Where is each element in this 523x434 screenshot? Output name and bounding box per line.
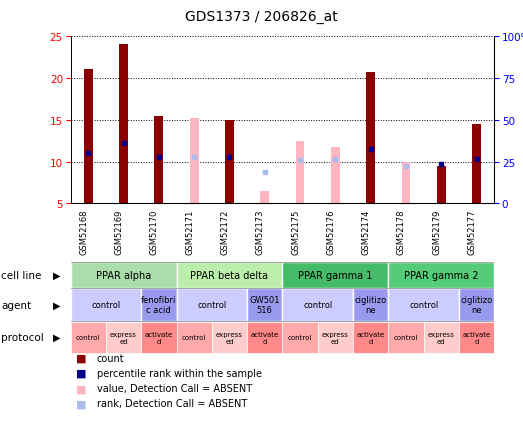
Bar (331, 147, 340, 204)
Text: ciglitizo
ne: ciglitizo ne (355, 295, 387, 315)
Text: fenofibri
c acid: fenofibri c acid (141, 295, 177, 315)
Text: control: control (197, 300, 226, 309)
Bar (388, 263, 494, 289)
Bar (388, 289, 459, 321)
Bar (353, 289, 388, 321)
Bar (247, 322, 282, 353)
Bar (437, 166, 446, 204)
Text: activate
d: activate d (251, 331, 279, 344)
Text: ■: ■ (76, 383, 86, 393)
Bar (141, 289, 176, 321)
Text: GDS1373 / 206826_at: GDS1373 / 206826_at (185, 10, 338, 23)
Bar (459, 322, 494, 353)
Text: express
ed: express ed (110, 331, 137, 344)
Text: activate
d: activate d (357, 331, 385, 344)
Bar (282, 322, 317, 353)
Text: protocol: protocol (1, 332, 44, 342)
Text: activate
d: activate d (462, 331, 491, 344)
Text: control: control (288, 335, 312, 340)
Bar (282, 263, 388, 289)
Text: value, Detection Call = ABSENT: value, Detection Call = ABSENT (97, 383, 252, 393)
Bar (176, 289, 247, 321)
Text: control: control (76, 335, 100, 340)
Bar (247, 289, 282, 321)
Bar (260, 191, 269, 204)
Text: cell line: cell line (1, 271, 41, 280)
Text: express
ed: express ed (216, 331, 243, 344)
Text: control: control (92, 300, 120, 309)
Text: agent: agent (1, 300, 31, 310)
Text: PPAR gamma 2: PPAR gamma 2 (404, 271, 479, 280)
Text: ▶: ▶ (53, 271, 60, 280)
Bar (366, 73, 375, 204)
Bar (190, 119, 199, 204)
Text: control: control (394, 335, 418, 340)
Text: rank, Detection Call = ABSENT: rank, Detection Call = ABSENT (97, 398, 247, 408)
Bar (141, 322, 176, 353)
Bar (424, 322, 459, 353)
Text: ▶: ▶ (53, 300, 60, 310)
Text: GW501
516: GW501 516 (249, 295, 280, 315)
Bar (71, 322, 106, 353)
Text: PPAR gamma 1: PPAR gamma 1 (298, 271, 372, 280)
Text: PPAR beta delta: PPAR beta delta (190, 271, 268, 280)
Text: control: control (182, 335, 207, 340)
Bar (176, 322, 212, 353)
Text: control: control (409, 300, 438, 309)
Text: ■: ■ (76, 398, 86, 408)
Text: ciglitizo
ne: ciglitizo ne (460, 295, 493, 315)
Bar (71, 263, 176, 289)
Bar (388, 322, 424, 353)
Bar (119, 45, 128, 204)
Bar (459, 289, 494, 321)
Text: PPAR alpha: PPAR alpha (96, 271, 151, 280)
Bar (84, 70, 93, 204)
Bar (295, 141, 304, 204)
Bar (212, 322, 247, 353)
Bar (71, 289, 141, 321)
Bar (317, 322, 353, 353)
Text: count: count (97, 353, 124, 363)
Text: express
ed: express ed (428, 331, 454, 344)
Text: ■: ■ (76, 353, 86, 363)
Text: percentile rank within the sample: percentile rank within the sample (97, 368, 262, 378)
Bar (353, 322, 388, 353)
Bar (472, 125, 481, 204)
Bar (106, 322, 141, 353)
Text: express
ed: express ed (322, 331, 349, 344)
Bar (154, 116, 163, 204)
Bar (402, 162, 411, 204)
Text: activate
d: activate d (145, 331, 173, 344)
Bar (176, 263, 282, 289)
Text: ■: ■ (76, 368, 86, 378)
Text: control: control (303, 300, 332, 309)
Text: ▶: ▶ (53, 332, 60, 342)
Bar (225, 120, 234, 204)
Bar (282, 289, 353, 321)
